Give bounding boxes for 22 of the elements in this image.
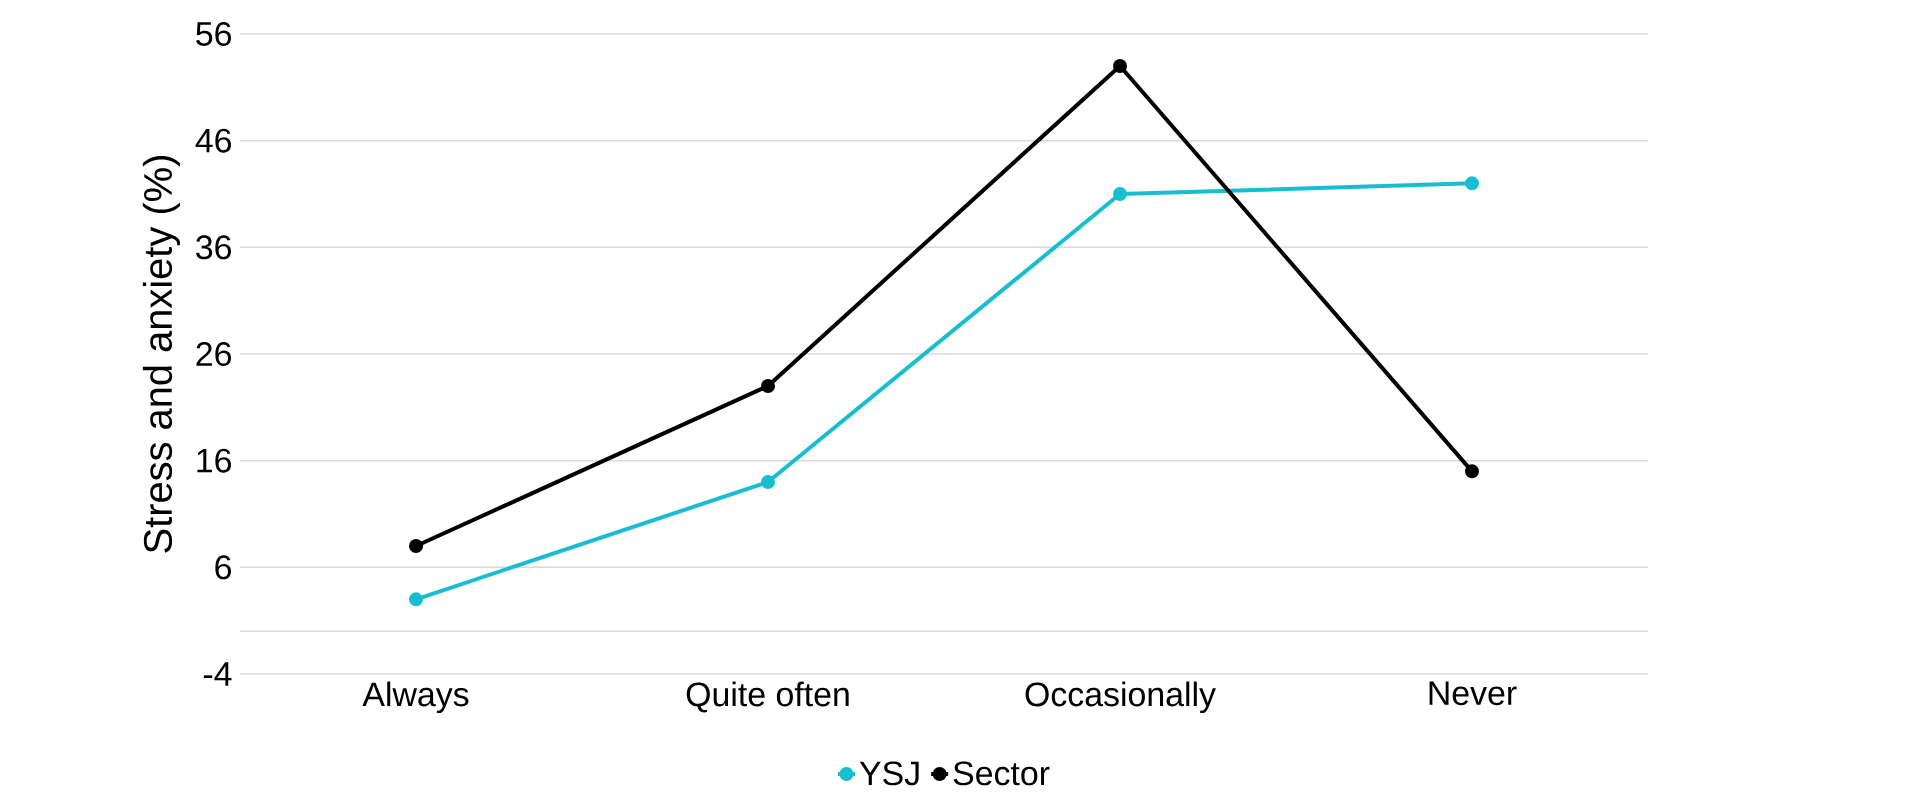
point	[409, 539, 423, 553]
x-tick-label: Never	[1429, 681, 1517, 706]
y-tick-label: 26	[196, 342, 231, 366]
point	[1113, 58, 1127, 73]
point	[1465, 176, 1480, 191]
x-tick-label: Quite often	[686, 681, 849, 713]
point	[1113, 187, 1127, 201]
legend-label: Sector	[953, 761, 1050, 786]
y-tick-label: -4	[203, 662, 232, 686]
y-tick-label: 6	[215, 555, 231, 580]
y-axis-title: Stress and anxiety (%)	[142, 156, 180, 553]
y-tick-label: 16	[197, 448, 231, 473]
legend-label: YSJ	[859, 761, 919, 786]
point	[1465, 464, 1480, 479]
y-tick-label: 56	[196, 22, 231, 46]
x-tick-label: Occasionally	[1025, 681, 1216, 714]
point	[761, 379, 775, 393]
x-tick-label: Always	[362, 681, 469, 714]
y-tick-label: 36	[196, 235, 231, 260]
point	[409, 592, 423, 607]
point	[761, 475, 775, 489]
y-tick-label: 46	[195, 128, 231, 153]
